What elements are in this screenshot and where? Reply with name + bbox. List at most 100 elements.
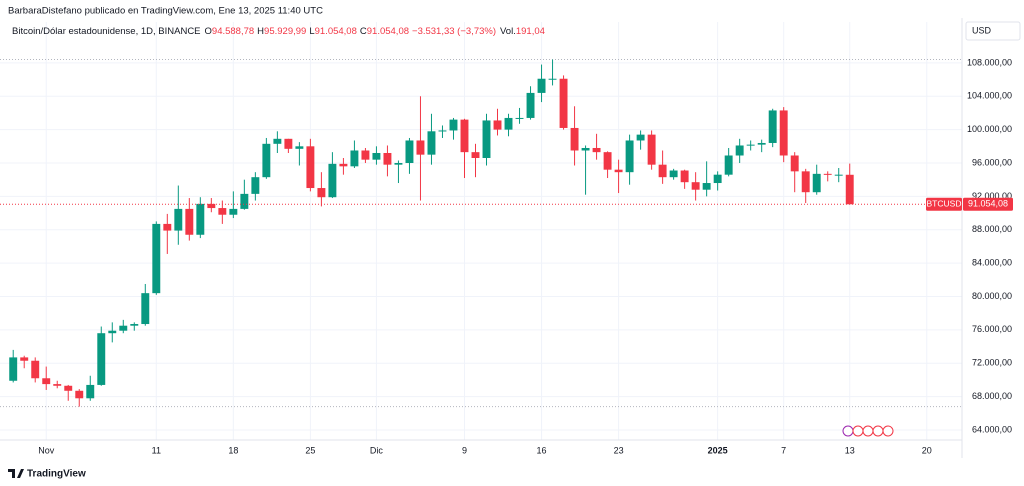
x-tick-label: 7 [781, 445, 786, 455]
x-tick-label: 16 [537, 445, 547, 455]
tv-logo: TradingView [8, 469, 86, 480]
x-tick-label: 9 [462, 445, 467, 455]
candle-body [42, 378, 51, 385]
y-tick-label: 84.000,00 [972, 257, 1012, 267]
candle-body [702, 183, 711, 190]
candle-body [735, 145, 744, 156]
y-tick-label: 80.000,00 [972, 291, 1012, 301]
y-tick-label: 68.000,00 [972, 391, 1012, 401]
candle-body [31, 360, 40, 379]
last-price-label: 91.054,08 [968, 199, 1008, 209]
candle-body [130, 324, 139, 326]
brand: TradingView [27, 469, 86, 480]
candle-body [141, 293, 150, 325]
candle-body [460, 119, 469, 153]
candle-body [471, 152, 480, 158]
candle-body [449, 119, 458, 131]
ohlc-value: 94.588,78 [212, 26, 254, 37]
volume: 191,04 [516, 26, 545, 37]
candle-body [790, 155, 799, 172]
candle-body [713, 174, 722, 184]
symbol-tag-label: BTCUSD [927, 199, 962, 209]
candle-body [86, 384, 95, 399]
candle-body [405, 140, 414, 164]
x-tick-label: 23 [614, 445, 624, 455]
candle-body [680, 170, 689, 183]
candle-body [119, 325, 128, 331]
x-tick-label: Dic [370, 445, 383, 455]
candle-body [581, 147, 590, 151]
candle-body [372, 152, 381, 160]
candle-body [625, 140, 634, 173]
y-tick-label: 76.000,00 [972, 324, 1012, 334]
byline: BarbaraDistefano publicado en TradingVie… [8, 6, 323, 17]
candle-body [163, 223, 172, 231]
y-tick-label: 100.000,00 [967, 124, 1012, 134]
y-tick-label: 64.000,00 [972, 424, 1012, 434]
event-icons[interactable] [842, 425, 894, 437]
candle-body [196, 203, 205, 235]
candle-body [493, 120, 502, 130]
candle-body [361, 150, 370, 160]
symbol: Bitcoin/Dólar estadounidense, 1D, BINANC… [12, 26, 201, 37]
candle-body [537, 78, 546, 93]
candle-body [350, 150, 359, 167]
candle-body [328, 163, 337, 198]
candle-body [185, 208, 194, 235]
plot [0, 22, 962, 440]
last-price-tag [963, 197, 1013, 211]
volume-key: Vol. [500, 26, 516, 37]
ohlc-key: O [205, 26, 212, 37]
candle-body [262, 143, 271, 178]
candle-body [416, 140, 425, 155]
change: −3.531,33 (−3,73%) [412, 26, 496, 37]
candle-body [548, 78, 557, 80]
x-tick-label: 13 [845, 445, 855, 455]
candle-body [526, 92, 535, 118]
candle-body [647, 134, 656, 165]
candle-body [768, 110, 777, 143]
ohlc-value: 91.054,08 [367, 26, 409, 37]
y-tick-label: 88.000,00 [972, 224, 1012, 234]
candle-body [636, 134, 645, 141]
candle-body [306, 146, 315, 189]
y-tick-label: 104.000,00 [967, 91, 1012, 101]
candle-body [438, 130, 447, 132]
candle-body [823, 173, 832, 175]
candle-body [295, 146, 304, 149]
x-tick-label: 18 [228, 445, 238, 455]
candle-body [53, 384, 62, 386]
candle-body [658, 164, 667, 178]
candle-body [812, 173, 821, 193]
candle-body [339, 163, 348, 167]
ohlc-key: H [257, 26, 264, 37]
candle-body [317, 188, 326, 198]
candle-body [834, 174, 843, 176]
candle-body [746, 144, 755, 146]
candle-body [427, 131, 436, 155]
candle-body [592, 147, 601, 153]
candle-body [64, 385, 73, 391]
ohlc-value: 91.054,08 [315, 26, 357, 37]
candle-body [9, 357, 18, 381]
candle-body [207, 203, 216, 209]
currency[interactable]: USD [972, 25, 992, 35]
candle-body [570, 127, 579, 151]
ohlc-key: C [360, 26, 367, 37]
candle-body [691, 182, 700, 190]
x-tick-label: 20 [922, 445, 932, 455]
candle-body [669, 170, 678, 178]
candle-body [218, 208, 227, 215]
candle-body [845, 174, 854, 205]
candle-body [515, 117, 524, 119]
candle-body [20, 357, 29, 361]
candle-body [383, 152, 392, 165]
y-tick-label: 72.000,00 [972, 358, 1012, 368]
currency-box[interactable] [965, 21, 1021, 41]
candle-body [724, 155, 733, 175]
x-tick-label: Nov [38, 445, 55, 455]
candle-body [152, 223, 161, 294]
y-tick-label: 96.000,00 [972, 157, 1012, 167]
symbol-tag [926, 197, 962, 211]
